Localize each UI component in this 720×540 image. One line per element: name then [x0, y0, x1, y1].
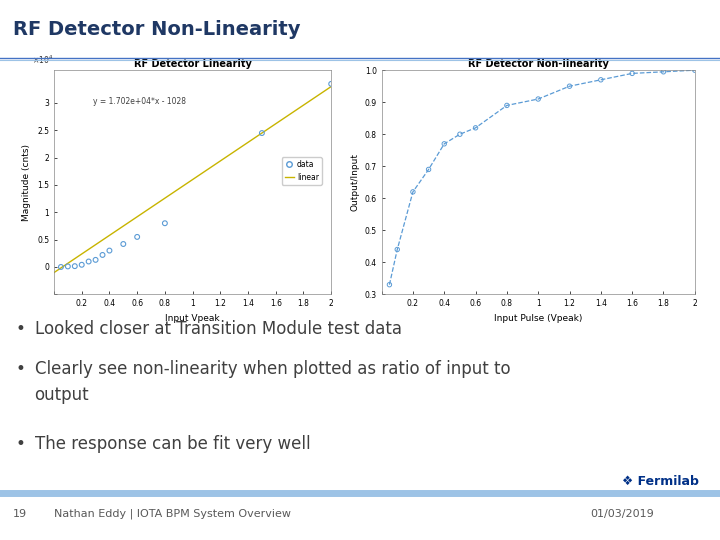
Point: [408, 187, 419, 196]
Text: The response can be fit very well: The response can be fit very well: [35, 435, 310, 453]
Point: [55, 262, 67, 271]
Point: [159, 219, 171, 227]
Text: ❖ Fermilab: ❖ Fermilab: [621, 475, 698, 488]
Point: [96, 251, 108, 259]
Point: [423, 165, 434, 174]
Text: 19: 19: [13, 509, 27, 519]
Point: [325, 79, 337, 88]
Text: Clearly see non-linearity when plotted as ratio of input to: Clearly see non-linearity when plotted a…: [35, 360, 510, 378]
Title: RF Detector Non-linearity: RF Detector Non-linearity: [468, 59, 608, 70]
Point: [117, 240, 129, 248]
Legend: data, linear: data, linear: [282, 157, 322, 185]
Point: [470, 124, 482, 132]
Point: [104, 246, 115, 255]
X-axis label: Input Vpeak: Input Vpeak: [166, 314, 220, 323]
Point: [131, 233, 143, 241]
Point: [76, 260, 88, 269]
Point: [689, 66, 701, 75]
Text: RF Detector Non-Linearity: RF Detector Non-Linearity: [13, 20, 300, 39]
Point: [626, 69, 638, 78]
Text: •: •: [16, 320, 26, 338]
Title: RF Detector Linearity: RF Detector Linearity: [134, 59, 251, 70]
Point: [438, 139, 450, 148]
Point: [564, 82, 575, 91]
Point: [90, 255, 102, 264]
Point: [69, 262, 81, 271]
Text: •: •: [16, 360, 26, 378]
Text: •: •: [16, 435, 26, 453]
Text: output: output: [35, 386, 89, 404]
Text: 01/03/2019: 01/03/2019: [590, 509, 654, 519]
Y-axis label: Magnitude (cnts): Magnitude (cnts): [22, 144, 32, 221]
Point: [595, 76, 607, 84]
Point: [256, 129, 268, 137]
Point: [62, 262, 73, 271]
Text: Looked closer at Transition Module test data: Looked closer at Transition Module test …: [35, 320, 402, 338]
Point: [392, 245, 403, 254]
Text: $\times10^4$: $\times10^4$: [32, 53, 53, 66]
Point: [384, 280, 395, 289]
Text: Nathan Eddy | IOTA BPM System Overview: Nathan Eddy | IOTA BPM System Overview: [54, 509, 291, 519]
Point: [501, 101, 513, 110]
X-axis label: Input Pulse (Vpeak): Input Pulse (Vpeak): [494, 314, 582, 323]
Y-axis label: Output/Input: Output/Input: [350, 153, 359, 211]
Point: [83, 257, 94, 266]
Point: [454, 130, 466, 139]
Text: y = 1.702e+04*x - 1028: y = 1.702e+04*x - 1028: [93, 97, 186, 106]
Point: [658, 68, 670, 76]
Point: [533, 94, 544, 103]
